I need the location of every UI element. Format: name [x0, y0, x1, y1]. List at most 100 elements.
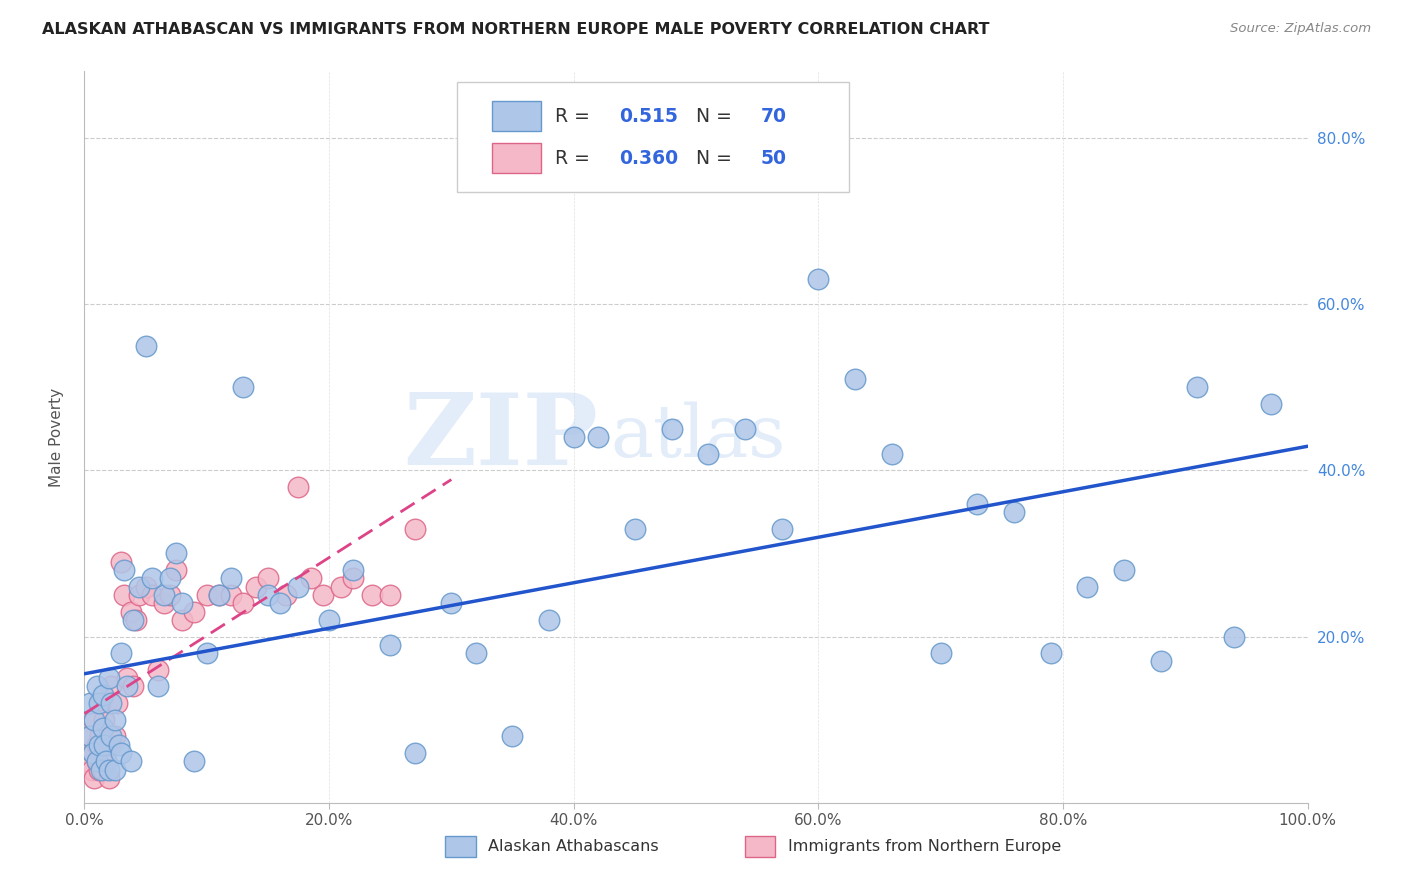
Point [208, 588, 231, 602]
Point [79, 729, 101, 743]
Point [146, 663, 169, 677]
Point [112, 588, 135, 602]
Point [93, 713, 115, 727]
Point [195, 588, 218, 602]
Point [110, 646, 132, 660]
Text: atlas: atlas [610, 401, 786, 473]
Point [257, 571, 280, 585]
Point [91, 688, 114, 702]
Point [697, 447, 720, 461]
Point [538, 613, 561, 627]
Point [195, 646, 218, 660]
Point [146, 680, 169, 694]
Point [232, 596, 254, 610]
Point [86, 754, 108, 768]
Point [89, 729, 111, 743]
Point [141, 571, 163, 585]
Point [90, 763, 112, 777]
Point [79, 729, 101, 743]
FancyBboxPatch shape [492, 143, 541, 173]
Point [1114, 563, 1136, 577]
Point [110, 746, 132, 760]
Y-axis label: Male Poverty: Male Poverty [49, 387, 63, 487]
Point [100, 738, 122, 752]
Point [562, 430, 585, 444]
Point [342, 571, 364, 585]
Point [97, 771, 120, 785]
Point [87, 696, 110, 710]
Point [380, 588, 402, 602]
Point [112, 563, 135, 577]
Point [159, 571, 181, 585]
Point [183, 754, 205, 768]
Point [90, 696, 112, 710]
Point [245, 580, 267, 594]
Point [312, 588, 335, 602]
Point [86, 754, 108, 768]
Point [844, 372, 866, 386]
Point [165, 546, 187, 560]
Point [110, 555, 132, 569]
Text: R =: R = [555, 107, 596, 126]
Point [464, 646, 486, 660]
Point [661, 422, 683, 436]
Text: 50: 50 [761, 149, 787, 168]
Point [1150, 655, 1173, 669]
Point [83, 713, 105, 727]
Point [1076, 580, 1098, 594]
FancyBboxPatch shape [457, 82, 849, 192]
Point [82, 746, 104, 760]
Point [966, 497, 988, 511]
Point [770, 521, 793, 535]
Point [128, 588, 150, 602]
FancyBboxPatch shape [446, 837, 475, 857]
Point [153, 588, 176, 602]
Point [807, 272, 830, 286]
Text: ZIP: ZIP [404, 389, 598, 485]
Point [125, 613, 148, 627]
Point [929, 646, 952, 660]
Point [100, 696, 122, 710]
Point [87, 763, 110, 777]
Point [219, 571, 242, 585]
Point [153, 596, 176, 610]
Point [440, 596, 463, 610]
Point [115, 671, 138, 685]
Point [104, 713, 127, 727]
Point [232, 380, 254, 394]
Point [97, 671, 120, 685]
Point [404, 521, 426, 535]
Point [586, 430, 609, 444]
Text: Source: ZipAtlas.com: Source: ZipAtlas.com [1230, 22, 1371, 36]
Point [122, 613, 145, 627]
Text: 0.515: 0.515 [619, 107, 678, 126]
Point [80, 763, 103, 777]
Point [100, 680, 122, 694]
Point [1039, 646, 1062, 660]
Point [135, 338, 157, 352]
Point [287, 480, 309, 494]
Point [734, 422, 756, 436]
Point [83, 713, 105, 727]
Point [330, 580, 353, 594]
Point [86, 738, 108, 752]
Point [97, 763, 120, 777]
Point [172, 596, 194, 610]
Point [624, 521, 647, 535]
Point [93, 738, 115, 752]
Point [86, 680, 108, 694]
Point [122, 680, 145, 694]
Text: R =: R = [555, 149, 596, 168]
Point [183, 605, 205, 619]
Point [502, 729, 524, 743]
Point [141, 588, 163, 602]
Point [91, 721, 114, 735]
Point [100, 729, 122, 743]
Text: 70: 70 [761, 107, 787, 126]
Point [104, 729, 127, 743]
Text: 0.360: 0.360 [619, 149, 678, 168]
Point [128, 580, 150, 594]
Point [165, 563, 187, 577]
Point [360, 588, 382, 602]
Point [172, 613, 194, 627]
